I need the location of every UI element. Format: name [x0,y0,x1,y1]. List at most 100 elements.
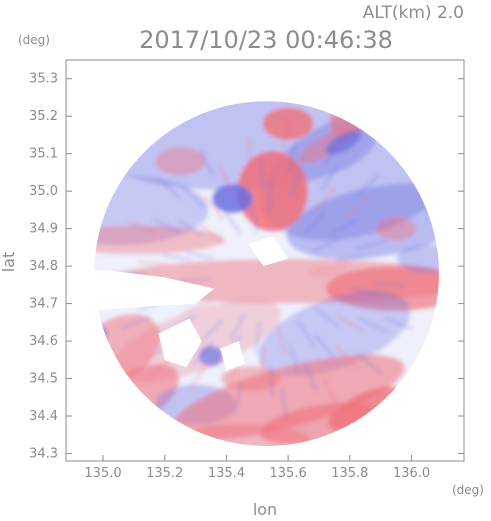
y-tick-label: 34.7 [29,297,58,312]
radial-streak [313,187,336,214]
y-unit-label: (deg) [18,33,50,47]
radial-streak [281,117,290,150]
radial-streak [178,277,211,283]
radial-streak [313,333,336,360]
receding-echo [221,366,282,391]
chart-title: 2017/10/23 00:46:38 [139,26,393,54]
radial-streak [290,166,303,198]
radial-streak [325,288,357,300]
x-tick-label: 135.8 [331,466,368,481]
radial-streak [288,142,298,174]
y-tick-label: 34.9 [29,222,58,237]
radial-streak [359,317,389,334]
no-echo-region [94,269,215,312]
y-tick-label: 34.6 [29,334,58,349]
radial-streak [374,220,405,235]
radial-streak [200,224,227,246]
y-tick-label: 34.8 [29,259,58,274]
radial-streak [254,321,262,353]
radial-streak [372,281,405,288]
plot-frame [65,59,465,462]
radial-streak [222,208,243,236]
radial-streak [184,249,216,261]
radar-velocity-field [94,60,439,447]
radial-streak [152,217,182,234]
receding-echo [171,424,312,447]
radial-streak [246,136,254,168]
radial-streak [269,366,274,398]
radial-streak [235,181,248,212]
radial-streak [188,363,208,391]
radial-streak [323,137,341,167]
radial-streak [120,315,151,330]
radial-streak [127,220,158,234]
approaching-echo [95,379,112,408]
radial-streak [229,312,247,342]
radial-streak [335,313,364,333]
radial-streak [343,197,371,219]
radial-streak [320,163,340,191]
receding-echo [386,110,407,123]
receding-echo [94,225,224,254]
radial-streak [183,298,213,315]
radial-streak [267,180,273,212]
radial-streak [303,361,319,392]
y-tick-label: 35.3 [29,72,58,87]
radial-streak [192,340,214,367]
receding-echo [376,216,417,241]
radial-streak [161,253,193,262]
radial-streak [329,218,358,237]
x-tick-label: 135.0 [84,466,121,481]
radial-streak [335,253,367,263]
radial-streak [303,210,328,235]
no-echo-region [248,236,289,267]
radial-streak [314,265,346,271]
radial-streak [321,377,339,407]
radial-streak [355,239,387,251]
y-tick-label: 35.1 [29,147,58,162]
approaching-echo [258,290,411,377]
radial-streak [312,236,342,253]
radial-streak [288,343,301,375]
radial-streak [260,344,265,376]
receding-echo [155,147,206,176]
radial-streak [259,158,265,190]
x-unit-label: (deg) [452,483,484,497]
radial-streak [288,190,304,221]
radial-streak [203,194,225,221]
y-tick-label: 34.3 [29,447,58,462]
radial-streak [156,177,182,200]
radial-streak [146,356,172,380]
receding-echo [171,354,405,440]
radial-streak [295,318,316,347]
radial-streak [276,323,287,355]
approaching-echo [396,244,439,273]
radial-streak [218,163,234,194]
x-tick-label: 136.0 [393,466,430,481]
no-echo-region [220,341,245,372]
radial-streak [334,344,359,370]
y-tick-label: 34.5 [29,372,58,387]
no-echo-region [165,60,273,90]
y-tick-label: 34.4 [29,409,58,424]
x-tick-label: 135.2 [146,466,183,481]
y-tick-label: 35.2 [29,109,58,124]
radial-streak [383,316,414,331]
radial-streak [313,306,340,328]
y-axis: 34.3 34.4 34.5 34.6 34.7 34.8 34.9 35.0 35.1 35.2… [29,72,464,462]
altitude-label: ALT(km) 2.0 [363,3,464,23]
x-axis: 135.0 135.2 135.4 135.6 135.8 136.0 [84,455,430,481]
radial-streak [199,318,224,344]
y-tick-label: 35.0 [29,184,58,199]
radial-streak [180,184,205,209]
y-axis-title: lat [0,252,18,273]
x-tick-label: 135.4 [208,466,245,481]
x-tick-label: 135.6 [270,466,307,481]
radial-streak [198,148,216,178]
radial-streak [233,382,244,414]
radial-streak [248,201,259,232]
radial-streak [280,387,288,420]
approaching-echo [94,325,107,342]
radial-streak [357,353,384,376]
